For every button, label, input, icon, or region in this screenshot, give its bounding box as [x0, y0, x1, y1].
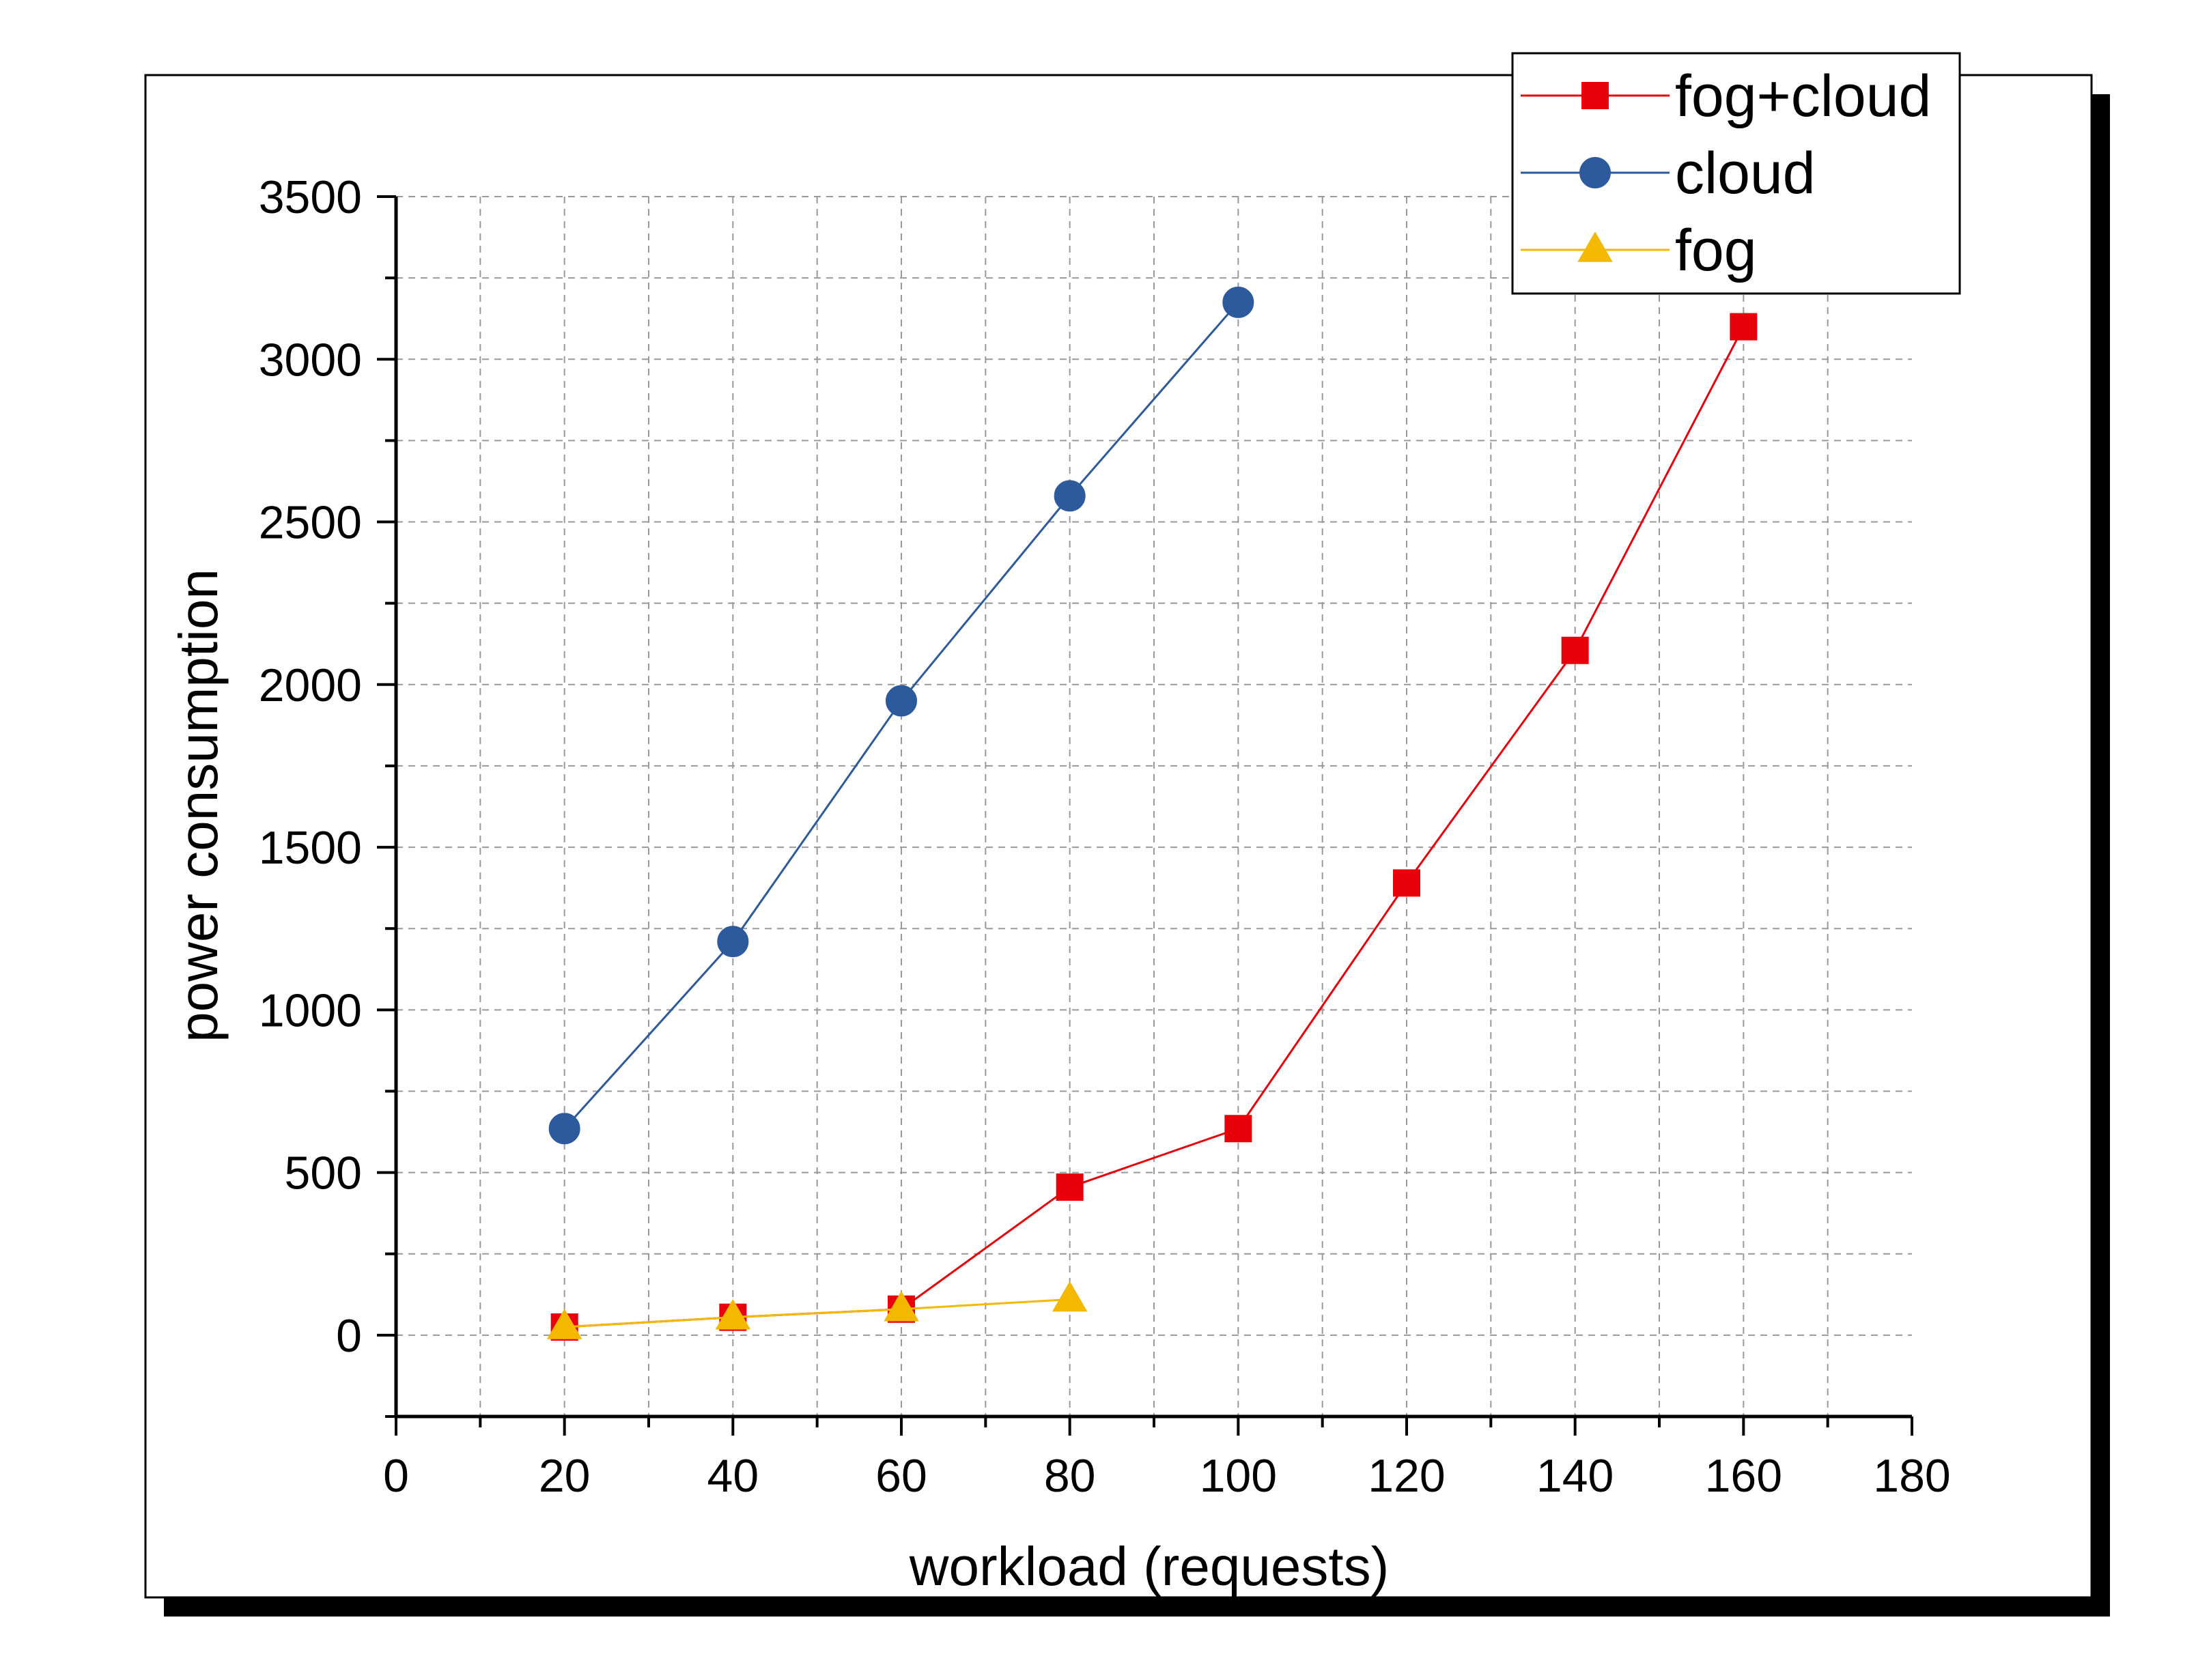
data-point	[1222, 286, 1254, 318]
data-point	[1054, 480, 1086, 512]
data-point	[715, 1298, 751, 1330]
grid	[396, 196, 1912, 1416]
chart-frame	[144, 74, 2093, 1599]
x-axis-title: workload (requests)	[909, 1536, 1390, 1597]
y-tick-label: 3500	[259, 171, 362, 223]
legend-label: fog	[1675, 218, 1757, 283]
y-tick-label: 3000	[259, 334, 362, 386]
y-tick-label: 0	[336, 1310, 362, 1362]
y-tick-label: 2000	[259, 659, 362, 711]
data-point	[1561, 636, 1589, 664]
series-line	[564, 1298, 1070, 1328]
series-fog	[546, 1281, 1088, 1339]
y-axis-title: power consumption	[168, 569, 229, 1042]
y-tick-label: 1500	[259, 822, 362, 874]
legend: fog+cloud cloud fog	[1511, 52, 1961, 295]
data-point	[548, 1113, 580, 1145]
data-point	[546, 1309, 582, 1339]
x-tick-label: 140	[1536, 1450, 1614, 1502]
data-point	[1730, 313, 1758, 341]
x-tick-label: 20	[539, 1450, 591, 1502]
legend-label: cloud	[1675, 141, 1816, 206]
legend-label: fog+cloud	[1675, 63, 1931, 129]
legend-entry: cloud	[1521, 141, 1816, 206]
data-point	[886, 685, 917, 717]
legend-entry: fog+cloud	[1521, 63, 1931, 129]
series-layer	[546, 286, 1758, 1341]
legend-marker	[1579, 157, 1611, 188]
data-point	[717, 926, 749, 958]
legend-entry: fog	[1521, 218, 1757, 283]
y-tick-label: 1000	[259, 984, 362, 1036]
legend-marker	[1577, 231, 1613, 262]
x-tick-label: 160	[1705, 1450, 1782, 1502]
data-point	[1052, 1281, 1088, 1312]
x-tick-label: 60	[875, 1450, 927, 1502]
series-cloud	[548, 286, 1254, 1145]
y-tick-label: 2500	[259, 497, 362, 549]
x-tick-label: 0	[383, 1450, 409, 1502]
y-tick-label: 500	[285, 1148, 362, 1199]
x-tick-label: 40	[707, 1450, 759, 1502]
x-tick-label: 100	[1200, 1450, 1277, 1502]
data-point	[1056, 1173, 1084, 1201]
x-tick-label: 180	[1873, 1450, 1950, 1502]
legend-marker	[1581, 82, 1609, 109]
data-point	[1393, 869, 1420, 897]
x-tick-label: 120	[1368, 1450, 1445, 1502]
data-point	[884, 1290, 919, 1322]
x-tick-label: 80	[1044, 1450, 1096, 1502]
axes: 0 20 40 60 80 100 120 140 160 180 0 500 1000 1500 2000…	[259, 171, 1951, 1502]
data-point	[1224, 1115, 1252, 1143]
